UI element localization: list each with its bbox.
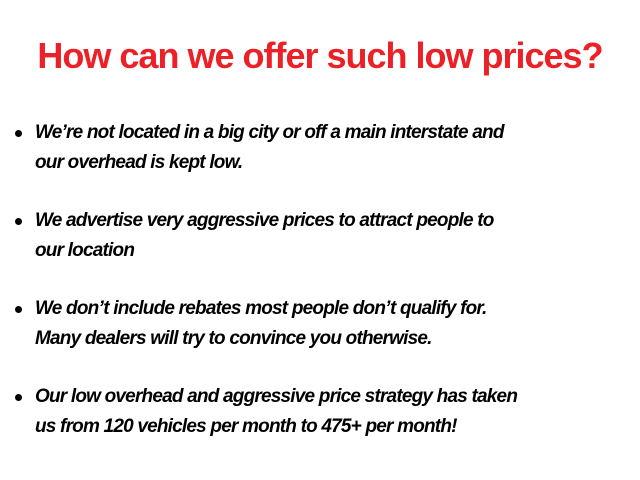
bullet-line: Many dealers will try to convince you ot…	[35, 328, 432, 349]
bullet-dot-icon	[15, 218, 22, 225]
bullet-line: We advertise very aggressive prices to a…	[35, 210, 494, 231]
bullet-dot-icon	[15, 306, 22, 313]
bullet-line: We’re not located in a big city or off a…	[35, 122, 504, 143]
slide-title: How can we offer such low prices?	[0, 34, 640, 78]
bullet-dot-icon	[15, 394, 22, 401]
bullet-line: us from 120 vehicles per month to 475+ p…	[35, 416, 457, 437]
slide-title-text: How can we offer such low prices?	[37, 35, 603, 76]
bullet-text: We’re not located in a big city or off a…	[35, 118, 630, 178]
bullet-line: our location	[35, 240, 135, 261]
bullet-line: our overhead is kept low.	[35, 152, 243, 173]
bullet-text: We advertise very aggressive prices to a…	[35, 206, 630, 266]
bullet-text: Our low overhead and aggressive price st…	[35, 382, 630, 442]
bullet-dot-icon	[15, 130, 22, 137]
bullet-line: We don’t include rebates most people don…	[35, 298, 487, 319]
bullet-text: We don’t include rebates most people don…	[35, 294, 630, 354]
bullet-line: Our low overhead and aggressive price st…	[35, 386, 518, 407]
